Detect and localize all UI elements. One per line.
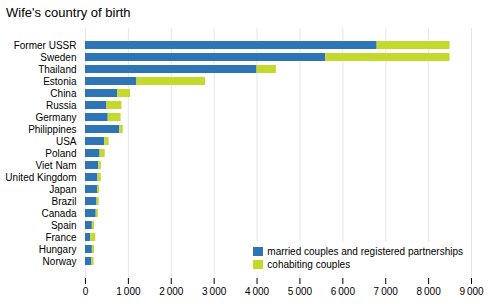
svg-text:Thailand: Thailand [38,64,76,75]
svg-text:Poland: Poland [45,148,76,159]
html-text:cohabiting couples: cohabiting couples [267,259,351,270]
html-text:married couples and registered: married couples and registered partnersh… [267,246,463,257]
svg-text:9 000: 9 000 [459,286,484,297]
svg-text:China: China [50,88,77,99]
svg-text:Sweden: Sweden [40,52,76,63]
svg-text:Estonia: Estonia [43,76,77,87]
svg-text:Former USSR: Former USSR [14,40,77,51]
svg-text:Norway: Norway [43,256,77,267]
svg-text:Philippines: Philippines [28,124,76,135]
svg-text:6 000: 6 000 [331,286,356,297]
svg-text:France: France [45,232,77,243]
svg-text:Canada: Canada [41,208,76,219]
svg-text:Spain: Spain [51,220,77,231]
svg-text:0: 0 [83,286,89,297]
html-text:Wife's country of birth: Wife's country of birth [6,5,131,20]
svg-text:United Kingdom: United Kingdom [5,172,76,183]
svg-text:7 000: 7 000 [374,286,399,297]
svg-text:USA: USA [56,136,77,147]
svg-text:Russia: Russia [46,100,77,111]
svg-text:4 000: 4 000 [245,286,270,297]
svg-text:Japan: Japan [49,184,76,195]
svg-text:Viet Nam: Viet Nam [36,160,77,171]
svg-text:Hungary: Hungary [39,244,77,255]
svg-text:2 000: 2 000 [159,286,184,297]
svg-text:3 000: 3 000 [202,286,227,297]
svg-text:1 000: 1 000 [116,286,141,297]
svg-text:8 000: 8 000 [416,286,441,297]
svg-text:Brazil: Brazil [51,196,76,207]
svg-text:5 000: 5 000 [288,286,313,297]
svg-text:Germany: Germany [35,112,76,123]
